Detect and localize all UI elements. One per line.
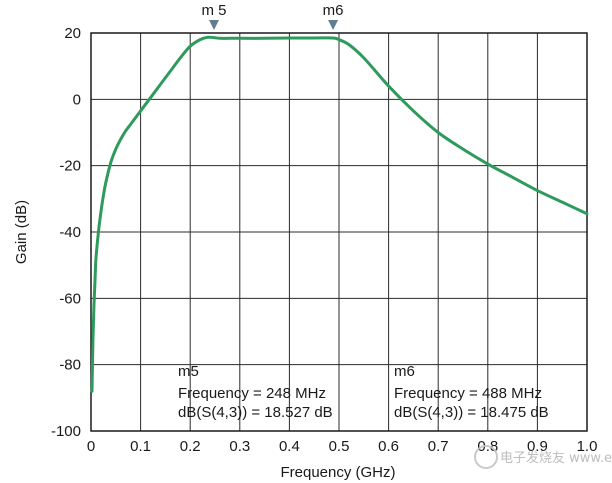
annotation-m5-frequency: Frequency = 248 MHz [178, 385, 326, 402]
x-tick-label: 0.1 [130, 438, 151, 455]
y-tick-label: 0 [73, 91, 81, 108]
x-tick-label: 0.4 [279, 438, 300, 455]
markers-layer: m 5 m6 [202, 2, 344, 30]
x-tick-label: 0.5 [329, 438, 350, 455]
x-tick-label: 0.3 [229, 438, 250, 455]
x-axis-label: Frequency (GHz) [280, 464, 395, 481]
x-tick-label: 0 [87, 438, 95, 455]
series-layer [90, 35, 589, 393]
watermark: 电子发烧友 www.elecfans.com [474, 445, 612, 469]
y-tick-label: 20 [64, 25, 81, 42]
marker-m5-label: m 5 [202, 2, 227, 19]
watermark-logo-icon [474, 445, 498, 469]
annotation-m5-gain: dB(S(4,3)) = 18.527 dB [178, 404, 333, 421]
annotation-m6-frequency: Frequency = 488 MHz [394, 385, 542, 402]
annotation-m6-gain: dB(S(4,3)) = 18.475 dB [394, 404, 549, 421]
y-tick-label: -100 [51, 423, 81, 440]
marker-m5-triangle-icon [209, 20, 220, 30]
tick-labels: 0 0.1 0.2 0.3 0.4 0.5 0.6 0.7 0.8 0.9 1.0200-20-40… [51, 25, 597, 455]
y-tick-label: -20 [59, 158, 81, 175]
x-tick-label: 0.6 [378, 438, 399, 455]
marker-m6-triangle-icon [328, 20, 339, 30]
y-axis-label: Gain (dB) [13, 200, 30, 264]
y-tick-label: -80 [59, 357, 81, 374]
x-tick-label: 0.2 [180, 438, 201, 455]
annotation-m5-title: m5 [178, 363, 199, 380]
x-tick-label: 0.7 [428, 438, 449, 455]
gain-line [90, 35, 589, 393]
x-tick-label: 1.0 [577, 438, 598, 455]
y-tick-label: -60 [59, 290, 81, 307]
x-tick-label: 0.9 [527, 438, 548, 455]
y-tick-label: -40 [59, 224, 81, 241]
watermark-text: 电子发烧友 www.elecfans.com [500, 450, 612, 466]
annotation-m5: m5 Frequency = 248 MHz dB(S(4,3)) = 18.5… [178, 363, 333, 421]
annotation-m6: m6 Frequency = 488 MHz dB(S(4,3)) = 18.4… [394, 363, 549, 421]
annotation-m6-title: m6 [394, 363, 415, 380]
marker-m6-label: m6 [323, 2, 344, 19]
plot-frame [90, 32, 588, 432]
